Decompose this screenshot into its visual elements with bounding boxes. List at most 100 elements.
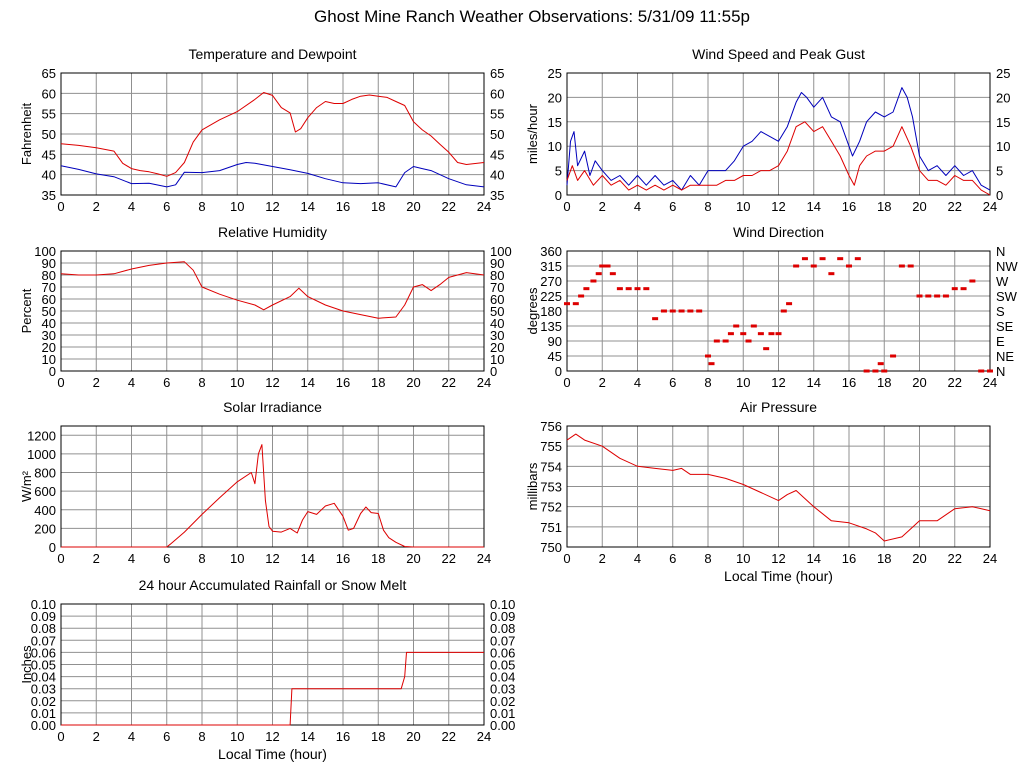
y-tick-label: 751 [540,520,562,535]
x-tick-label: 20 [406,375,420,390]
y-tick-label-right: W [996,274,1009,289]
x-axis-label: Local Time (hour) [218,746,327,762]
data-point [969,279,976,283]
x-tick-label: 4 [128,375,135,390]
y-tick-label: 400 [34,503,56,518]
data-point [828,272,835,276]
data-point [775,332,782,336]
x-tick-label: 4 [634,551,641,566]
x-tick-label: 20 [406,551,420,566]
data-point [578,294,585,298]
x-tick-label: 10 [230,551,244,566]
x-tick-label: 6 [669,375,676,390]
page-title: Ghost Mine Ranch Weather Observations: 5… [314,7,750,26]
data-point [572,302,579,306]
y-tick-label: 200 [34,521,56,536]
y-tick-label-right: 20 [490,340,504,355]
data-point [583,287,590,291]
y-tick-label: 225 [540,289,562,304]
data-point [604,264,611,268]
y-tick-label: 135 [540,319,562,334]
y-tick-label: 60 [42,292,56,307]
y-axis-label: Inches [19,645,34,684]
data-point [978,369,985,373]
plot-frame [60,72,485,196]
y-tick-label-right: 10 [996,139,1010,154]
y-tick-label-right: S [996,304,1005,319]
x-tick-label: 18 [877,551,891,566]
x-tick-label: 20 [406,729,420,744]
y-tick-label: 40 [42,168,56,183]
y-tick-label: 50 [42,304,56,319]
x-tick-label: 14 [301,375,315,390]
x-tick-label: 22 [442,551,456,566]
y-tick-label-right: 0.01 [490,706,515,721]
data-point [740,332,747,336]
x-tick-label: 0 [57,551,64,566]
y-tick-label-right: 0.09 [490,609,515,624]
y-tick-label-right: 55 [490,107,504,122]
plot-frame [60,425,485,548]
y-tick-label-right: N [996,364,1005,379]
y-axis-label: W/m² [19,470,34,502]
y-tick-label: 40 [42,316,56,331]
x-tick-label: 24 [477,199,491,214]
rainfall-panel: 24 hour Accumulated Rainfall or Snow Mel… [19,577,515,762]
y-tick-label-right: 0.06 [490,645,515,660]
data-point [934,294,941,298]
y-tick-label-right: 0 [996,188,1003,203]
y-tick-label-right: 80 [490,268,504,283]
y-tick-label: 800 [34,466,56,481]
y-tick-label-right: 15 [996,115,1010,130]
y-axis-label: miles/hour [525,103,540,164]
x-tick-label: 20 [912,199,926,214]
y-tick-label-right: 0.03 [490,682,515,697]
x-tick-label: 24 [477,375,491,390]
chart-title: Relative Humidity [218,224,327,240]
x-tick-label: 12 [771,551,785,566]
x-tick-label: 16 [842,375,856,390]
data-point [810,264,817,268]
data-point [987,369,993,373]
x-tick-label: 10 [230,199,244,214]
y-tick-label-right: 10 [490,352,504,367]
data-point [881,369,888,373]
x-tick-label: 18 [371,375,385,390]
y-tick-label: 600 [34,484,56,499]
y-tick-label-right: 0.05 [490,658,515,673]
y-tick-label: 0.00 [31,718,56,733]
x-tick-label: 22 [442,729,456,744]
x-tick-label: 22 [948,551,962,566]
data-point [708,362,715,366]
x-tick-label: 14 [301,729,315,744]
x-tick-label: 6 [669,199,676,214]
data-point [801,257,808,261]
plot-frame [566,72,991,196]
x-tick-label: 18 [371,551,385,566]
x-tick-label: 12 [265,551,279,566]
x-tick-label: 24 [983,375,997,390]
x-tick-label: 6 [163,199,170,214]
data-point [634,287,641,291]
series-line [61,444,484,548]
y-tick-label-right: 60 [490,86,504,101]
y-tick-label: 90 [548,334,562,349]
plot-frame [60,250,485,372]
y-tick-label-right: 100 [490,244,512,259]
y-tick-label: 1200 [27,428,56,443]
y-tick-label: 0 [49,364,56,379]
x-tick-label: 0 [57,199,64,214]
y-tick-label: 20 [548,90,562,105]
y-tick-label: 752 [540,500,562,515]
y-tick-label-right: 50 [490,127,504,142]
data-point [763,347,770,351]
data-point [960,287,967,291]
y-tick-label-right: 65 [490,66,504,81]
x-tick-label: 4 [128,199,135,214]
